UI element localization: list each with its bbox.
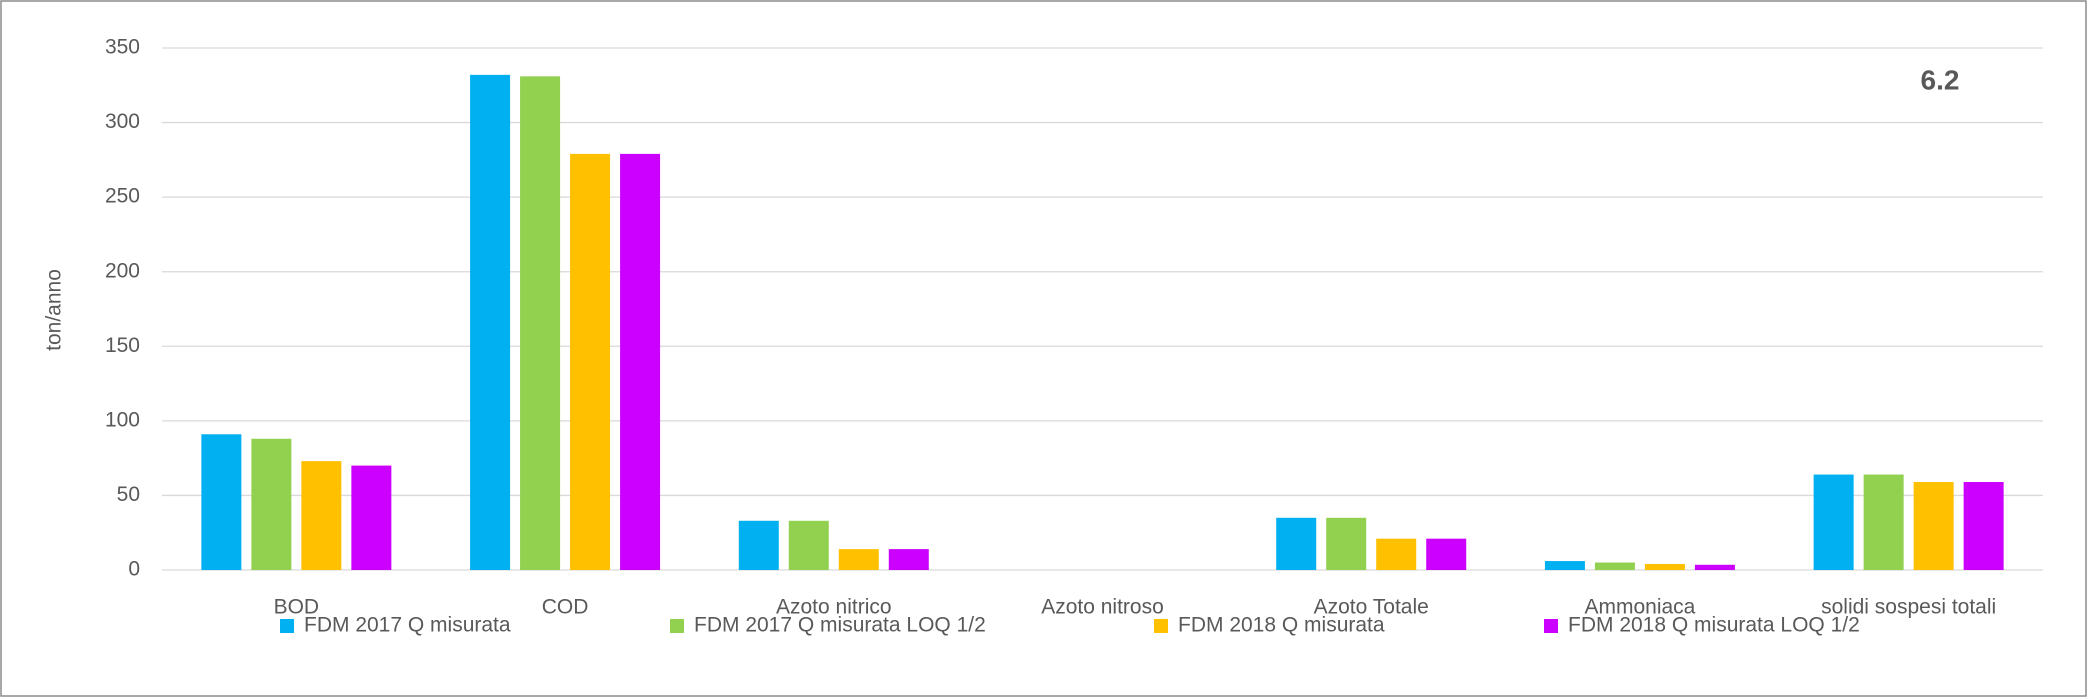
y-tick-label: 250 xyxy=(105,185,140,208)
bar xyxy=(1813,474,1854,570)
bar xyxy=(1913,482,1954,570)
legend-swatch xyxy=(1154,619,1168,633)
bar xyxy=(1426,538,1467,570)
legend-label: FDM 2017 Q misurata xyxy=(304,614,511,637)
y-tick-label: 100 xyxy=(105,408,140,431)
bar xyxy=(1863,474,1904,570)
y-tick-label: 200 xyxy=(105,259,140,282)
bar xyxy=(788,520,829,570)
legend-swatch xyxy=(280,619,294,633)
x-tick-label: Azoto nitroso xyxy=(1041,596,1164,619)
x-tick-label: Azoto nitrico xyxy=(776,596,892,619)
bar xyxy=(738,520,779,570)
bar xyxy=(1544,561,1585,570)
bar xyxy=(1594,562,1635,570)
bar xyxy=(351,465,392,570)
bar xyxy=(201,434,242,570)
x-tick-label: Azoto Totale xyxy=(1314,596,1429,619)
bar xyxy=(251,438,292,570)
y-axis-label: ton/anno xyxy=(43,269,66,351)
bar xyxy=(1694,564,1735,570)
annotation: 6.2 xyxy=(1921,64,1960,95)
y-tick-label: 50 xyxy=(117,483,140,506)
bar xyxy=(1644,564,1685,570)
bar xyxy=(888,549,929,570)
legend-swatch xyxy=(670,619,684,633)
y-tick-label: 350 xyxy=(105,36,140,59)
legend-label: FDM 2017 Q misurata LOQ 1/2 xyxy=(694,614,986,637)
x-tick-label: COD xyxy=(542,596,589,619)
x-tick-label: solidi sospesi totali xyxy=(1821,596,1996,619)
legend-swatch xyxy=(1544,619,1558,633)
y-tick-label: 300 xyxy=(105,110,140,133)
bar xyxy=(470,74,511,571)
x-tick-label: Ammoniaca xyxy=(1584,596,1695,619)
y-tick-label: 0 xyxy=(128,558,140,581)
bar xyxy=(520,76,561,570)
bar xyxy=(1276,517,1317,570)
bar xyxy=(620,153,661,571)
bar xyxy=(838,549,879,570)
legend-label: FDM 2018 Q misurata xyxy=(1178,614,1385,637)
x-tick-label: BOD xyxy=(274,596,320,619)
bar xyxy=(301,461,342,570)
bar xyxy=(1376,538,1417,570)
y-tick-label: 150 xyxy=(105,334,140,357)
legend-label: FDM 2018 Q misurata LOQ 1/2 xyxy=(1568,614,1860,637)
bar xyxy=(1326,517,1367,570)
bar xyxy=(570,153,611,571)
bar xyxy=(1963,482,2004,570)
